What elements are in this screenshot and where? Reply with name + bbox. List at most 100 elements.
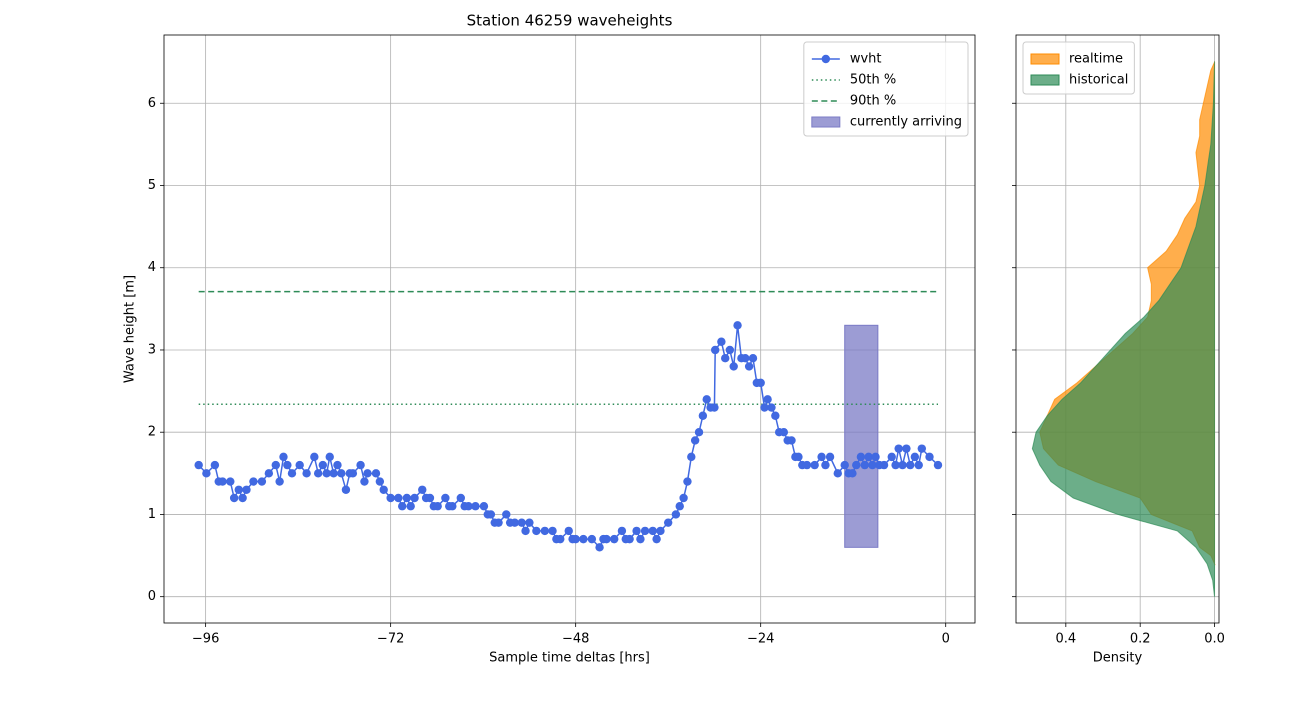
- y-tick-label: 6: [148, 96, 156, 111]
- point: [287, 469, 297, 478]
- point: [386, 493, 395, 503]
- y-tick-label: 5: [148, 178, 156, 193]
- point: [202, 469, 211, 478]
- point: [333, 460, 342, 470]
- point: [532, 526, 541, 536]
- point: [733, 321, 742, 330]
- point: [510, 518, 519, 527]
- point: [579, 534, 588, 544]
- point: [748, 353, 758, 363]
- point: [329, 469, 338, 478]
- point: [717, 337, 726, 346]
- point: [760, 403, 769, 412]
- point: [871, 452, 880, 462]
- point: [925, 452, 934, 462]
- point: [756, 378, 765, 388]
- x-tick-label: −24: [747, 632, 774, 647]
- point: [868, 460, 877, 470]
- point: [767, 403, 776, 412]
- point: [725, 345, 735, 355]
- point: [833, 469, 842, 478]
- point: [729, 362, 738, 371]
- point: [891, 460, 900, 470]
- point: [360, 477, 369, 486]
- point: [879, 460, 889, 470]
- point: [425, 493, 435, 503]
- point: [860, 460, 869, 470]
- point: [744, 362, 754, 371]
- point: [275, 477, 284, 486]
- point: [690, 436, 700, 445]
- point: [238, 493, 247, 503]
- point: [933, 460, 943, 470]
- point: [802, 460, 812, 470]
- legend-swatch: [1030, 74, 1060, 86]
- point: [817, 452, 826, 462]
- plot-area: [1016, 35, 1219, 623]
- point: [648, 526, 657, 536]
- point: [617, 526, 627, 536]
- point: [825, 452, 835, 462]
- point: [902, 444, 911, 453]
- point: [210, 460, 220, 470]
- point: [456, 493, 466, 503]
- point: [671, 510, 681, 519]
- point: [771, 411, 780, 420]
- x-axis-label: Sample time deltas [hrs]: [489, 651, 650, 666]
- point: [848, 469, 857, 478]
- point: [418, 485, 427, 494]
- legend-label: currently arriving: [850, 115, 962, 130]
- point: [471, 502, 480, 511]
- point: [479, 502, 489, 511]
- point: [406, 502, 415, 511]
- point: [656, 526, 665, 536]
- x-tick-label: −48: [562, 632, 589, 647]
- chart-title: Station 46259 waveheights: [467, 12, 673, 30]
- point: [279, 452, 288, 462]
- point: [464, 502, 473, 511]
- point: [694, 428, 704, 437]
- density-area: [1031, 62, 1216, 597]
- point: [564, 526, 573, 536]
- point: [864, 452, 873, 462]
- legend-swatch: [811, 116, 841, 128]
- point: [894, 444, 903, 453]
- legend-label: 90th %: [850, 94, 896, 109]
- point: [675, 502, 684, 511]
- point: [663, 518, 673, 527]
- series-line: [198, 325, 939, 549]
- legend: realtime historical: [1022, 41, 1135, 95]
- point: [821, 460, 830, 470]
- point: [587, 534, 597, 544]
- point: [540, 526, 550, 536]
- point: [521, 526, 530, 536]
- point: [264, 469, 274, 478]
- point: [687, 452, 696, 462]
- point: [595, 543, 604, 552]
- point: [679, 493, 688, 503]
- span: [844, 324, 879, 548]
- y-tick-label: 3: [148, 342, 156, 357]
- point: [410, 493, 419, 503]
- point: [318, 460, 328, 470]
- point: [910, 452, 920, 462]
- point: [486, 510, 496, 519]
- x-tick-label: 0: [942, 632, 950, 647]
- point: [398, 502, 407, 511]
- y-tick-label: 0: [148, 589, 156, 604]
- point: [242, 485, 251, 494]
- point: [229, 493, 239, 503]
- point: [375, 477, 385, 486]
- point: [779, 428, 789, 437]
- point: [226, 477, 235, 486]
- point: [194, 460, 203, 470]
- point: [741, 353, 750, 363]
- point: [683, 477, 692, 486]
- point: [698, 411, 708, 420]
- point: [710, 403, 719, 412]
- point: [441, 493, 450, 503]
- x-tick-label: 0.2: [1130, 632, 1151, 647]
- point: [636, 534, 645, 544]
